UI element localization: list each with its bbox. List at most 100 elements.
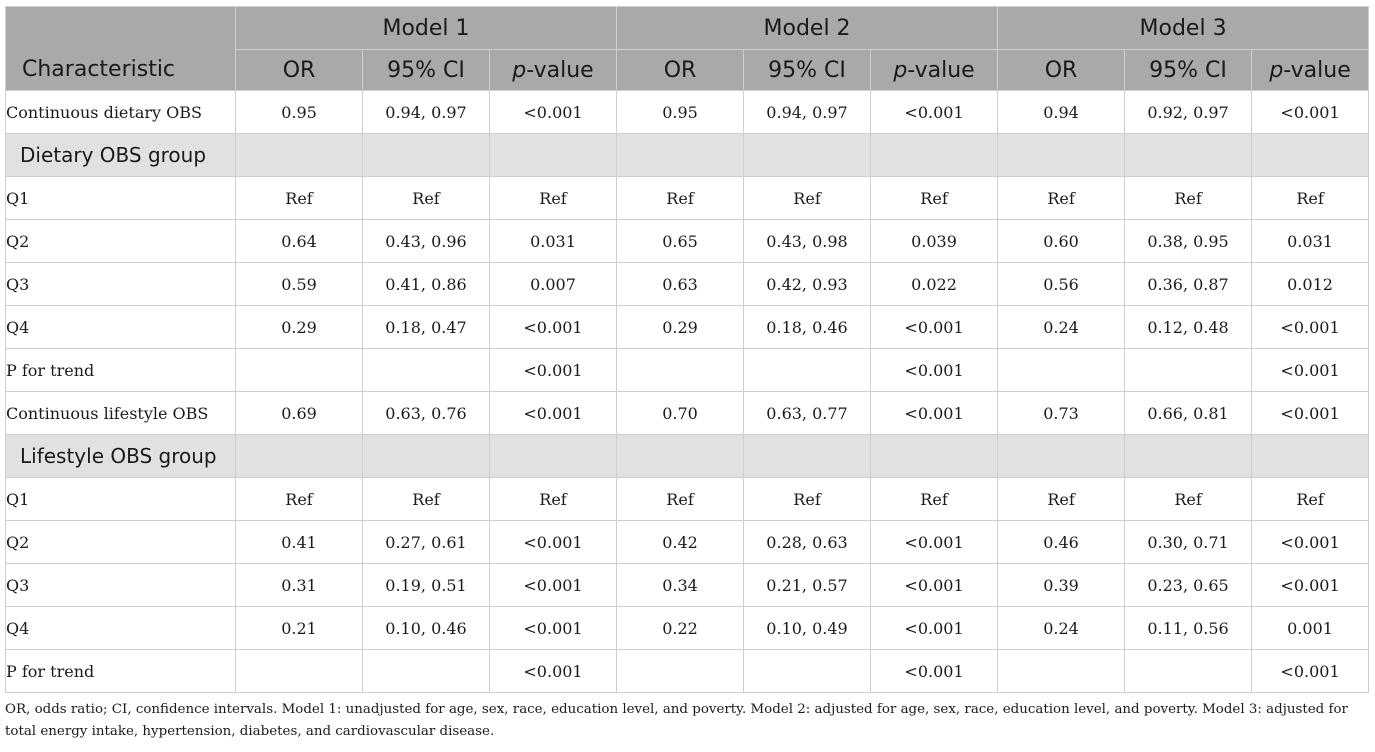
ci-cell: Ref xyxy=(1124,477,1253,521)
or-cell: 0.29 xyxy=(235,305,363,349)
group-empty-cell xyxy=(362,133,490,177)
p-value-cell: 0.007 xyxy=(488,262,618,306)
group-empty-cell xyxy=(616,434,745,478)
or-cell: 0.46 xyxy=(997,520,1126,564)
group-empty-cell xyxy=(235,133,363,177)
model-3-header: Model 3 xyxy=(997,6,1370,50)
or-cell: 0.65 xyxy=(616,219,745,263)
ci-cell: 0.41, 0.86 xyxy=(362,262,490,306)
p-value-cell: 0.022 xyxy=(870,262,999,306)
or-cell: 0.95 xyxy=(235,90,363,134)
p-value-cell: 0.012 xyxy=(1251,262,1370,306)
row-label: Q4 xyxy=(5,606,236,650)
model-1-header: Model 1 xyxy=(234,6,618,50)
p-value-cell: 0.031 xyxy=(1251,219,1370,263)
or-cell: 0.59 xyxy=(235,262,363,306)
p-value-header: p-value xyxy=(488,49,618,91)
table-row: P for trend <0.001 <0.001 <0.001 xyxy=(5,649,1370,693)
or-cell: 0.29 xyxy=(616,305,745,349)
row-label: Continuous lifestyle OBS xyxy=(5,391,236,435)
p-value-cell: <0.001 xyxy=(488,90,618,134)
p-value-cell: <0.001 xyxy=(488,391,618,435)
table-row: Continuous dietary OBS 0.95 0.94, 0.97 <0.0… xyxy=(5,90,1370,134)
table-row: Q4 0.21 0.10, 0.46 <0.001 0.22 0.10, 0.49 <0.0… xyxy=(5,606,1370,650)
or-cell: Ref xyxy=(616,477,745,521)
ci-cell: 0.66, 0.81 xyxy=(1124,391,1253,435)
group-empty-cell xyxy=(1124,133,1253,177)
ci-cell: 0.10, 0.49 xyxy=(743,606,872,650)
row-label: Q2 xyxy=(5,219,236,263)
p-value-cell: <0.001 xyxy=(870,563,999,607)
p-value-cell: 0.031 xyxy=(488,219,618,263)
ci-cell: 0.43, 0.96 xyxy=(362,219,490,263)
or-cell: 0.95 xyxy=(616,90,745,134)
p-value-cell: Ref xyxy=(870,176,999,220)
p-value-cell: <0.001 xyxy=(1251,649,1370,693)
or-cell: Ref xyxy=(997,477,1126,521)
or-cell: 0.31 xyxy=(235,563,363,607)
or-cell: 0.21 xyxy=(235,606,363,650)
or-cell: 0.22 xyxy=(616,606,745,650)
or-cell: Ref xyxy=(616,176,745,220)
ci-header: 95% CI xyxy=(362,49,490,91)
group-empty-cell xyxy=(870,133,999,177)
p-value-cell: <0.001 xyxy=(1251,563,1370,607)
table-footnote: OR, odds ratio; CI, confidence intervals… xyxy=(5,702,1348,739)
ci-cell: 0.18, 0.47 xyxy=(362,305,490,349)
ci-cell: 0.11, 0.56 xyxy=(1124,606,1253,650)
or-cell: Ref xyxy=(235,477,363,521)
or-cell: 0.56 xyxy=(997,262,1126,306)
or-cell: 0.69 xyxy=(235,391,363,435)
table-row: Q4 0.29 0.18, 0.47 <0.001 0.29 0.18, 0.46 <0.0… xyxy=(5,305,1370,349)
p-value-cell: <0.001 xyxy=(1251,520,1370,564)
p-value-cell: <0.001 xyxy=(1251,90,1370,134)
group-row: Dietary OBS group xyxy=(5,133,1370,177)
or-cell: 0.41 xyxy=(235,520,363,564)
ci-cell xyxy=(743,649,872,693)
group-empty-cell xyxy=(743,133,872,177)
table-row: Q2 0.41 0.27, 0.61 <0.001 0.42 0.28, 0.63 <0.0… xyxy=(5,520,1370,564)
or-cell: 0.60 xyxy=(997,219,1126,263)
p-value-cell: <0.001 xyxy=(870,90,999,134)
row-label: Continuous dietary OBS xyxy=(5,90,236,134)
p-value-cell: <0.001 xyxy=(488,305,618,349)
p-value-cell: <0.001 xyxy=(488,563,618,607)
p-value-cell: 0.001 xyxy=(1251,606,1370,650)
or-cell xyxy=(616,348,745,392)
row-label: P for trend xyxy=(5,348,236,392)
ci-header: 95% CI xyxy=(743,49,872,91)
p-value-italic: p xyxy=(512,57,527,83)
group-label: Lifestyle OBS group xyxy=(5,434,236,478)
group-label: Dietary OBS group xyxy=(5,133,236,177)
p-value-cell: <0.001 xyxy=(870,348,999,392)
group-empty-cell xyxy=(743,434,872,478)
or-cell xyxy=(616,649,745,693)
row-label: Q1 xyxy=(5,176,236,220)
group-row: Lifestyle OBS group xyxy=(5,434,1370,478)
or-cell: 0.94 xyxy=(997,90,1126,134)
row-label: Q3 xyxy=(5,563,236,607)
results-table: Characteristic Model 1 Model 2 Model 3 O… xyxy=(5,6,1370,693)
group-empty-cell xyxy=(870,434,999,478)
table-row: P for trend <0.001 <0.001 <0.001 xyxy=(5,348,1370,392)
row-label: Q2 xyxy=(5,520,236,564)
ci-cell: 0.63, 0.77 xyxy=(743,391,872,435)
model-2-header: Model 2 xyxy=(616,6,999,50)
ci-cell: 0.23, 0.65 xyxy=(1124,563,1253,607)
ci-cell xyxy=(362,348,490,392)
table-row: Q1 Ref Ref Ref Ref Ref Ref Ref Ref Ref xyxy=(5,477,1370,521)
group-empty-cell xyxy=(997,133,1126,177)
p-value-cell: <0.001 xyxy=(488,606,618,650)
ci-cell: Ref xyxy=(362,176,490,220)
table-row: Q3 0.59 0.41, 0.86 0.007 0.63 0.42, 0.93 0.022… xyxy=(5,262,1370,306)
subheader-row: OR 95% CI p-value OR 95% CI p-value OR 95% CI p-… xyxy=(6,49,1370,91)
ci-cell: 0.27, 0.61 xyxy=(362,520,490,564)
p-value-header: p-value xyxy=(870,49,999,91)
p-value-cell: Ref xyxy=(488,477,618,521)
row-label: P for trend xyxy=(5,649,236,693)
p-value-header: p-value xyxy=(1251,49,1370,91)
ci-cell: Ref xyxy=(1124,176,1253,220)
or-header: OR xyxy=(616,49,745,91)
p-value-cell: <0.001 xyxy=(1251,348,1370,392)
p-value-cell: <0.001 xyxy=(870,391,999,435)
